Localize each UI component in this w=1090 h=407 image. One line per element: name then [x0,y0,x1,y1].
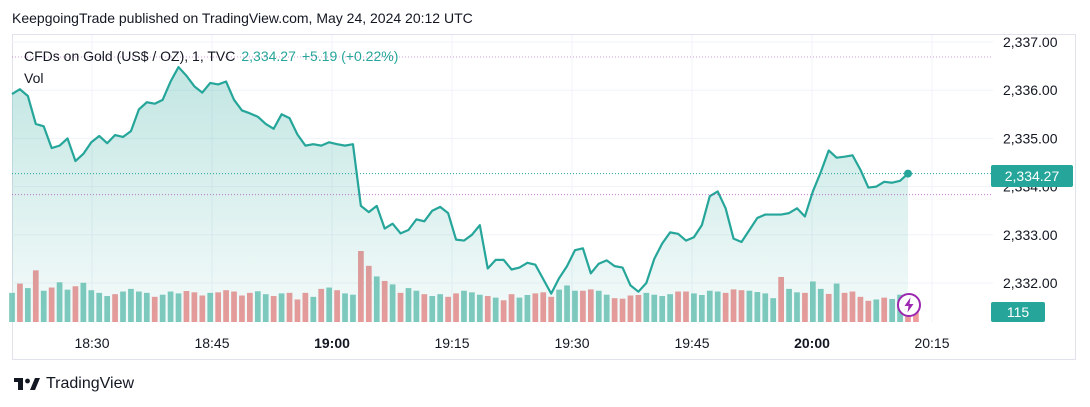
last-price-badge: 2,334.27 [991,165,1073,187]
y-tick-label: 2,333.00 [1003,227,1058,243]
tradingview-logo-icon [14,378,40,390]
x-tick-label: 19:00 [314,335,350,351]
x-tick-label: 19:30 [554,335,589,351]
legend-symbol[interactable]: CFDs on Gold (US$ / OZ), 1, TVC [24,48,236,64]
x-tick-label: 18:30 [74,335,109,351]
x-tick-label: 20:00 [794,335,830,351]
y-tick-label: 2,336.00 [1003,82,1058,98]
y-tick-label: 2,332.00 [1003,275,1058,291]
tradingview-brand: TradingView [14,374,134,394]
chart-legend: CFDs on Gold (US$ / OZ), 1, TVC 2,334.27 +… [24,48,398,64]
last-volume-badge: 115 [991,302,1045,322]
x-tick-label: 19:45 [674,335,709,351]
price-area-fill [12,67,908,322]
publish-info: KeepgoingTrade published on TradingView.… [12,10,473,26]
legend-change: +5.19 (+0.22%) [301,48,399,64]
price-series-line [11,65,909,295]
brand-name: TradingView [46,375,135,392]
x-tick-label: 18:45 [194,335,229,351]
legend-last-price: 2,334.27 [241,48,296,64]
x-tick-label: 19:15 [434,335,469,351]
y-tick-label: 2,337.00 [1003,34,1058,50]
y-tick-label: 2,335.00 [1003,130,1058,146]
last-price-point [904,169,912,178]
lightning-icon[interactable] [896,292,922,318]
x-tick-label: 20:15 [914,335,949,351]
volume-legend-label[interactable]: Vol [24,70,44,86]
